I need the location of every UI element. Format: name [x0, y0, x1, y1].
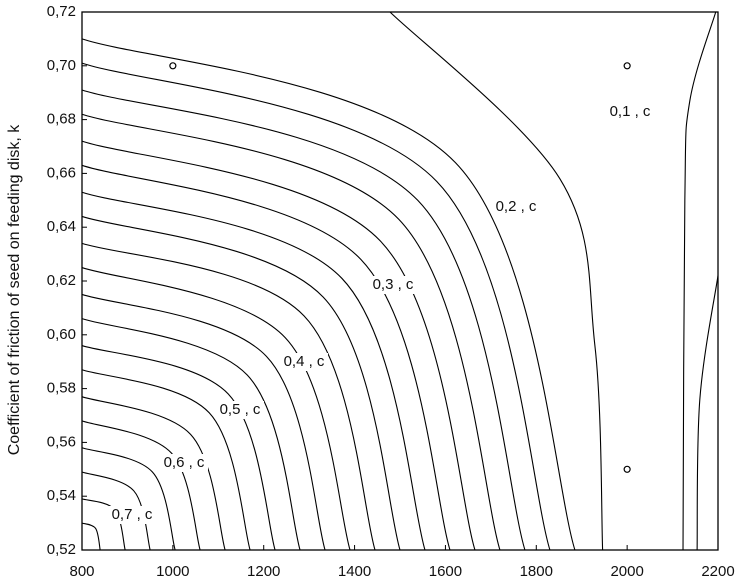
y-tick-label: 0,62	[47, 272, 76, 289]
contour-line	[81, 140, 476, 551]
contour-label: 0,2 , c	[496, 198, 537, 215]
point	[623, 465, 631, 473]
y-tick-label: 0,56	[47, 433, 76, 450]
contour-label: 0,3 , c	[373, 276, 414, 293]
x-tick-label: 2200	[701, 563, 734, 580]
y-axis-label: Coefficient of friction of seed on feedi…	[6, 124, 23, 456]
point	[623, 62, 631, 70]
x-tick-label: 1200	[247, 563, 280, 580]
contour-label: 0,4 , c	[284, 353, 325, 370]
contour-line	[682, 11, 717, 551]
contour-label: 0,1 , c	[610, 103, 651, 120]
contour-line	[81, 267, 351, 551]
y-tick-label: 0,60	[47, 326, 76, 343]
y-tick-label: 0,52	[47, 541, 76, 558]
contour-line	[81, 447, 176, 551]
contour-line	[81, 242, 376, 551]
y-tick-label: 0,64	[47, 218, 76, 235]
contour-line	[81, 471, 151, 551]
contour-line	[81, 396, 226, 551]
y-tick-label: 0,68	[47, 111, 76, 128]
y-tick-label: 0,72	[47, 3, 76, 20]
contour-label: 0,6 , c	[164, 454, 205, 471]
contour-label-bg	[160, 454, 208, 472]
contour-label-bg	[606, 103, 654, 121]
contour-line	[81, 113, 501, 551]
contour-line	[389, 11, 604, 551]
contour-line	[81, 38, 576, 551]
contour-label: 0,5 , c	[220, 401, 261, 418]
contour-label-bg	[492, 198, 540, 216]
contour-line	[81, 522, 101, 551]
y-tick-label: 0,54	[47, 487, 76, 504]
y-tick-label: 0,70	[47, 57, 76, 74]
contour-line	[81, 215, 401, 551]
contour-line	[81, 345, 276, 551]
x-tick-label: 1000	[156, 563, 189, 580]
contour-label-bg	[280, 353, 328, 371]
x-tick-label: 1400	[338, 563, 371, 580]
contour-line	[81, 89, 526, 551]
x-tick-label: 2000	[610, 563, 643, 580]
point	[169, 62, 177, 70]
y-tick-label: 0,66	[47, 164, 76, 181]
contour-line	[81, 164, 451, 551]
contour-label-bg	[216, 401, 264, 419]
contour-line	[81, 62, 551, 551]
contour-label: 0,7 , c	[112, 506, 153, 523]
x-tick-label: 1800	[520, 563, 553, 580]
x-tick-label: 1600	[429, 563, 462, 580]
contour-label-bg	[108, 506, 156, 524]
contour-line	[81, 420, 201, 551]
contour-label-bg	[369, 276, 417, 294]
contour-line	[81, 318, 301, 551]
y-tick-label: 0,58	[47, 380, 76, 397]
contour-line	[81, 293, 326, 551]
contour-line	[696, 275, 719, 551]
contour-line	[81, 191, 426, 551]
contour-line	[81, 369, 251, 551]
x-tick-label: 800	[69, 563, 94, 580]
